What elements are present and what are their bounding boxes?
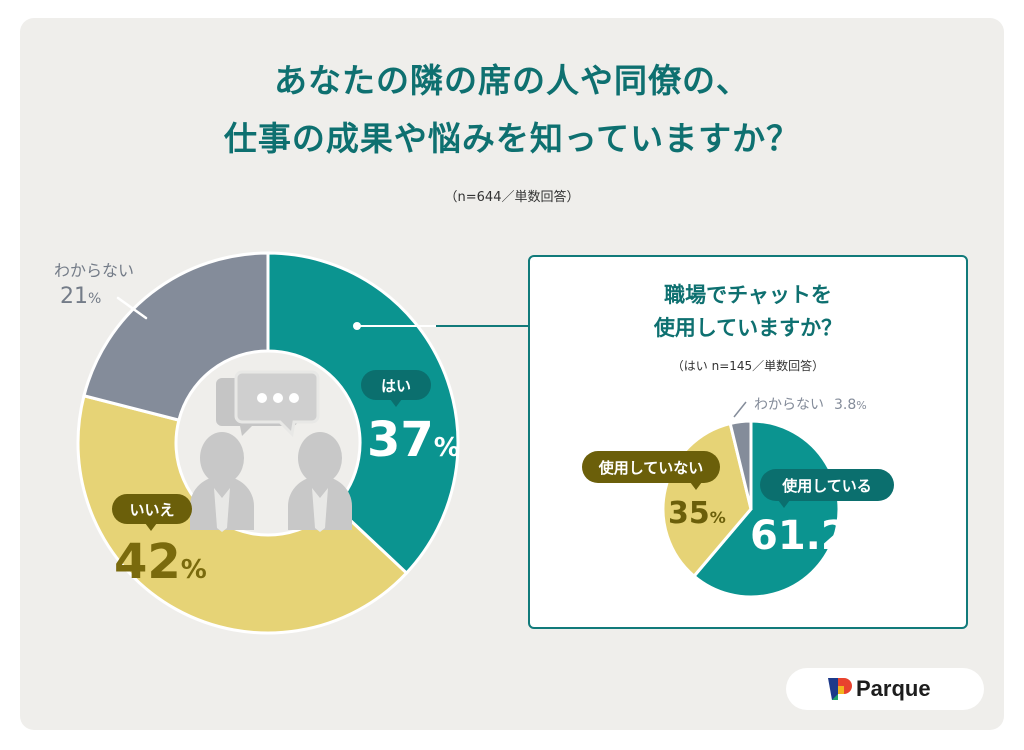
- unknown-value: 21%: [60, 284, 101, 309]
- main-slice-1: [76, 393, 409, 635]
- brand-logo[interactable]: Parque: [786, 668, 984, 710]
- chart-title: あなたの隣の席の人や同僚の、 仕事の成果や悩みを知っていますか？: [20, 52, 1004, 168]
- parque-logo-icon: [828, 678, 852, 700]
- inset-unknown-leader: [733, 401, 747, 418]
- yes-badge: [361, 370, 431, 400]
- inset-using-value: 61.2%: [750, 513, 869, 559]
- chart-subtitle: （n=644／単数回答）: [444, 190, 580, 205]
- main-slice-0: [266, 251, 460, 576]
- no-label: いいえ: [129, 501, 174, 519]
- inset-not-using-label: 使用していない: [598, 459, 704, 477]
- inset-slice-0: [691, 419, 841, 599]
- inset-using-badge: [760, 469, 894, 501]
- unknown-label: わからない: [54, 261, 134, 280]
- yes-label: はい: [381, 377, 411, 395]
- unknown-leader-line: [116, 296, 148, 320]
- inset-title: 職場でチャットを 使用していますか？: [530, 279, 966, 345]
- inset-not-using-badge: [582, 451, 720, 483]
- inset-unknown-label: わからない 3.8%: [754, 397, 867, 413]
- inset-title-line1: 職場でチャットを: [664, 283, 832, 307]
- no-value: 42%: [114, 534, 207, 590]
- chart-title-line1: あなたの隣の席の人や同僚の、: [274, 61, 750, 100]
- inset-title-line2: 使用していますか？: [653, 316, 843, 340]
- main-slice-2: [82, 251, 270, 422]
- yes-value: 37%: [367, 412, 460, 468]
- inset-subtitle: （はい n=145／単数回答）: [671, 359, 825, 373]
- inset-panel: 職場でチャットを 使用していますか？ （はい n=145／単数回答） わからない…: [528, 255, 968, 629]
- chat-people-icon: [190, 370, 352, 532]
- chart-title-line2: 仕事の成果や悩みを知っていますか？: [223, 119, 801, 158]
- logo-text: Parque: [856, 676, 931, 701]
- inset-slice-2: [728, 419, 753, 510]
- inset-using-label: 使用している: [781, 477, 872, 495]
- inset-pie-chart: わからない 3.8% 使用している 61.2% 使用していない 35%: [582, 397, 894, 599]
- no-badge: [112, 494, 192, 524]
- inset-not-using-value: 35%: [668, 496, 726, 531]
